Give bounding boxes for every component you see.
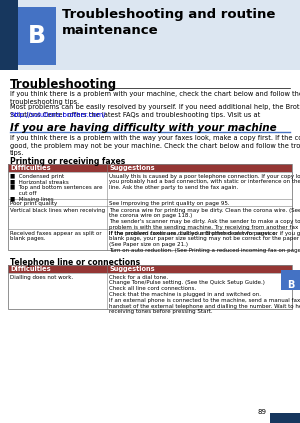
Text: Printing or receiving faxes: Printing or receiving faxes — [10, 157, 125, 166]
Text: Received faxes appear as split or
blank pages.: Received faxes appear as split or blank … — [10, 231, 102, 241]
Text: Dialling does not work.: Dialling does not work. — [10, 275, 73, 280]
Text: B: B — [28, 24, 46, 48]
Bar — [0, 0, 18, 70]
Bar — [270, 413, 300, 423]
Text: http://solutions.brother.com/: http://solutions.brother.com/ — [10, 112, 105, 118]
Text: If the received faxes are divided and printed on two pages or if you get an extr: If the received faxes are divided and pr… — [109, 231, 300, 253]
Text: ■  Condensed print
■  Horizontal streaks
■  Top and bottom sentences are
     cu: ■ Condensed print ■ Horizontal streaks ■… — [10, 173, 103, 202]
Text: Difficulties: Difficulties — [10, 165, 51, 171]
Bar — [281, 270, 300, 290]
Text: Usually this is caused by a poor telephone connection. If your copy looks good,
: Usually this is caused by a poor telepho… — [109, 173, 300, 190]
Bar — [8, 164, 292, 250]
Bar — [18, 7, 56, 65]
Text: Check for a dial tone.
Change Tone/Pulse setting. (See the Quick Setup Guide.)
C: Check for a dial tone. Change Tone/Pulse… — [109, 275, 300, 314]
Text: If you think there is a problem with your machine, check the chart below and fol: If you think there is a problem with you… — [10, 91, 300, 104]
Text: Troubleshooting and routine
maintenance: Troubleshooting and routine maintenance — [62, 8, 275, 37]
Text: See Improving the print quality on page 95.: See Improving the print quality on page … — [109, 201, 230, 206]
Text: Telephone line or connections: Telephone line or connections — [10, 258, 140, 267]
Text: Difficulties: Difficulties — [10, 266, 51, 272]
Text: Suggestions: Suggestions — [109, 266, 154, 272]
Text: Poor print quality: Poor print quality — [10, 201, 57, 206]
Bar — [8, 265, 292, 273]
Text: If you are having difficulty with your machine: If you are having difficulty with your m… — [10, 123, 277, 133]
Text: If you think there is a problem with the way your faxes look, make a copy first.: If you think there is a problem with the… — [10, 135, 300, 156]
Text: Vertical black lines when receiving: Vertical black lines when receiving — [10, 208, 105, 212]
Bar — [0, 0, 300, 70]
Bar — [8, 164, 292, 172]
Text: B: B — [287, 280, 294, 290]
Text: Suggestions: Suggestions — [109, 165, 154, 171]
Bar — [8, 265, 292, 309]
Text: Troubleshooting: Troubleshooting — [10, 78, 117, 91]
Text: Most problems can be easily resolved by yourself. If you need additional help, t: Most problems can be easily resolved by … — [10, 104, 300, 118]
Text: The corona wire for printing may be dirty. Clean the corona wire. (See Cleaning
: The corona wire for printing may be dirt… — [109, 208, 300, 236]
Text: 89: 89 — [257, 409, 266, 415]
